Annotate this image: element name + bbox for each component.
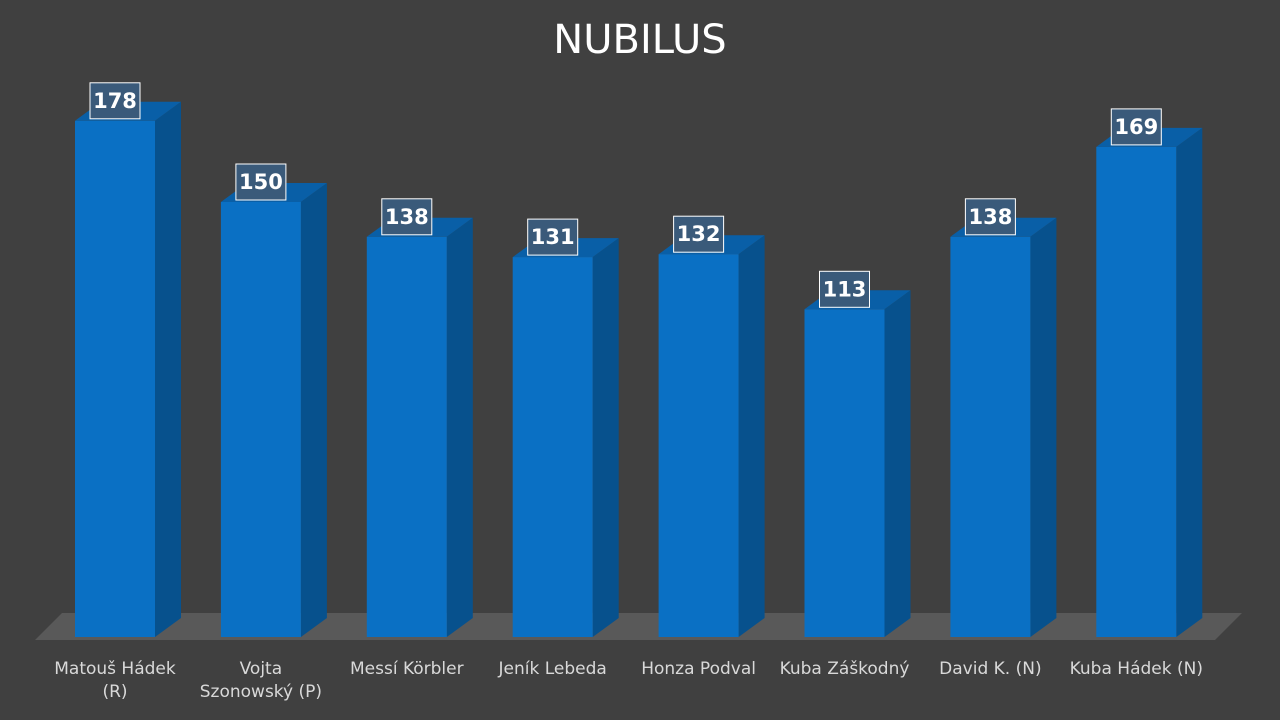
bar	[1096, 127, 1203, 638]
bar	[950, 217, 1057, 638]
bar	[804, 290, 911, 637]
bar	[658, 235, 765, 637]
bar-side	[1176, 127, 1203, 638]
data-label: 150	[239, 170, 283, 194]
bar-side	[1030, 217, 1057, 638]
x-tick-label: Kuba Záškodný	[779, 659, 910, 679]
data-label-box	[235, 163, 287, 201]
bar	[366, 217, 473, 638]
bar	[220, 183, 327, 637]
bar-front	[220, 202, 301, 637]
bar-front	[658, 254, 739, 637]
data-label: 131	[531, 225, 575, 249]
bar-front	[512, 257, 593, 637]
x-tick-label: Jeník Lebeda	[498, 659, 607, 679]
data-label: 178	[93, 89, 137, 113]
bar	[75, 101, 181, 638]
x-tick-label: Matouš Hádek (R)	[54, 659, 176, 702]
x-tick-label: Messí Körbler	[349, 659, 464, 679]
bar-front	[804, 309, 885, 637]
bar-front	[950, 236, 1031, 638]
data-label: 113	[823, 277, 867, 301]
data-label-box	[527, 218, 579, 256]
x-tick-label: David K. (N)	[939, 659, 1042, 679]
bar-front	[75, 120, 155, 638]
data-label-box	[673, 215, 725, 253]
bar	[512, 238, 619, 637]
bar-side	[738, 235, 765, 637]
floor	[35, 613, 1242, 640]
data-label-box	[89, 82, 141, 120]
data-label: 138	[385, 205, 429, 229]
bar-front	[366, 236, 447, 638]
data-label: 138	[968, 205, 1012, 229]
bar-side	[446, 217, 473, 638]
bar-side	[155, 101, 181, 638]
x-tick-label: Honza Podval	[641, 659, 756, 679]
bar-side	[884, 290, 911, 637]
data-label: 169	[1114, 115, 1158, 139]
chart-title: NUBILUS	[553, 17, 726, 63]
data-label-box	[819, 270, 870, 308]
bar-side	[592, 238, 619, 637]
x-tick-label: Vojta Szonowský (P)	[199, 659, 323, 702]
data-label-box	[381, 198, 433, 236]
x-tick-label: Kuba Hádek (N)	[1069, 659, 1203, 679]
data-label-box	[964, 198, 1016, 236]
bar-front	[1096, 146, 1177, 637]
data-label-box	[1110, 108, 1162, 146]
data-label: 132	[677, 222, 721, 246]
bar-side	[300, 183, 327, 637]
